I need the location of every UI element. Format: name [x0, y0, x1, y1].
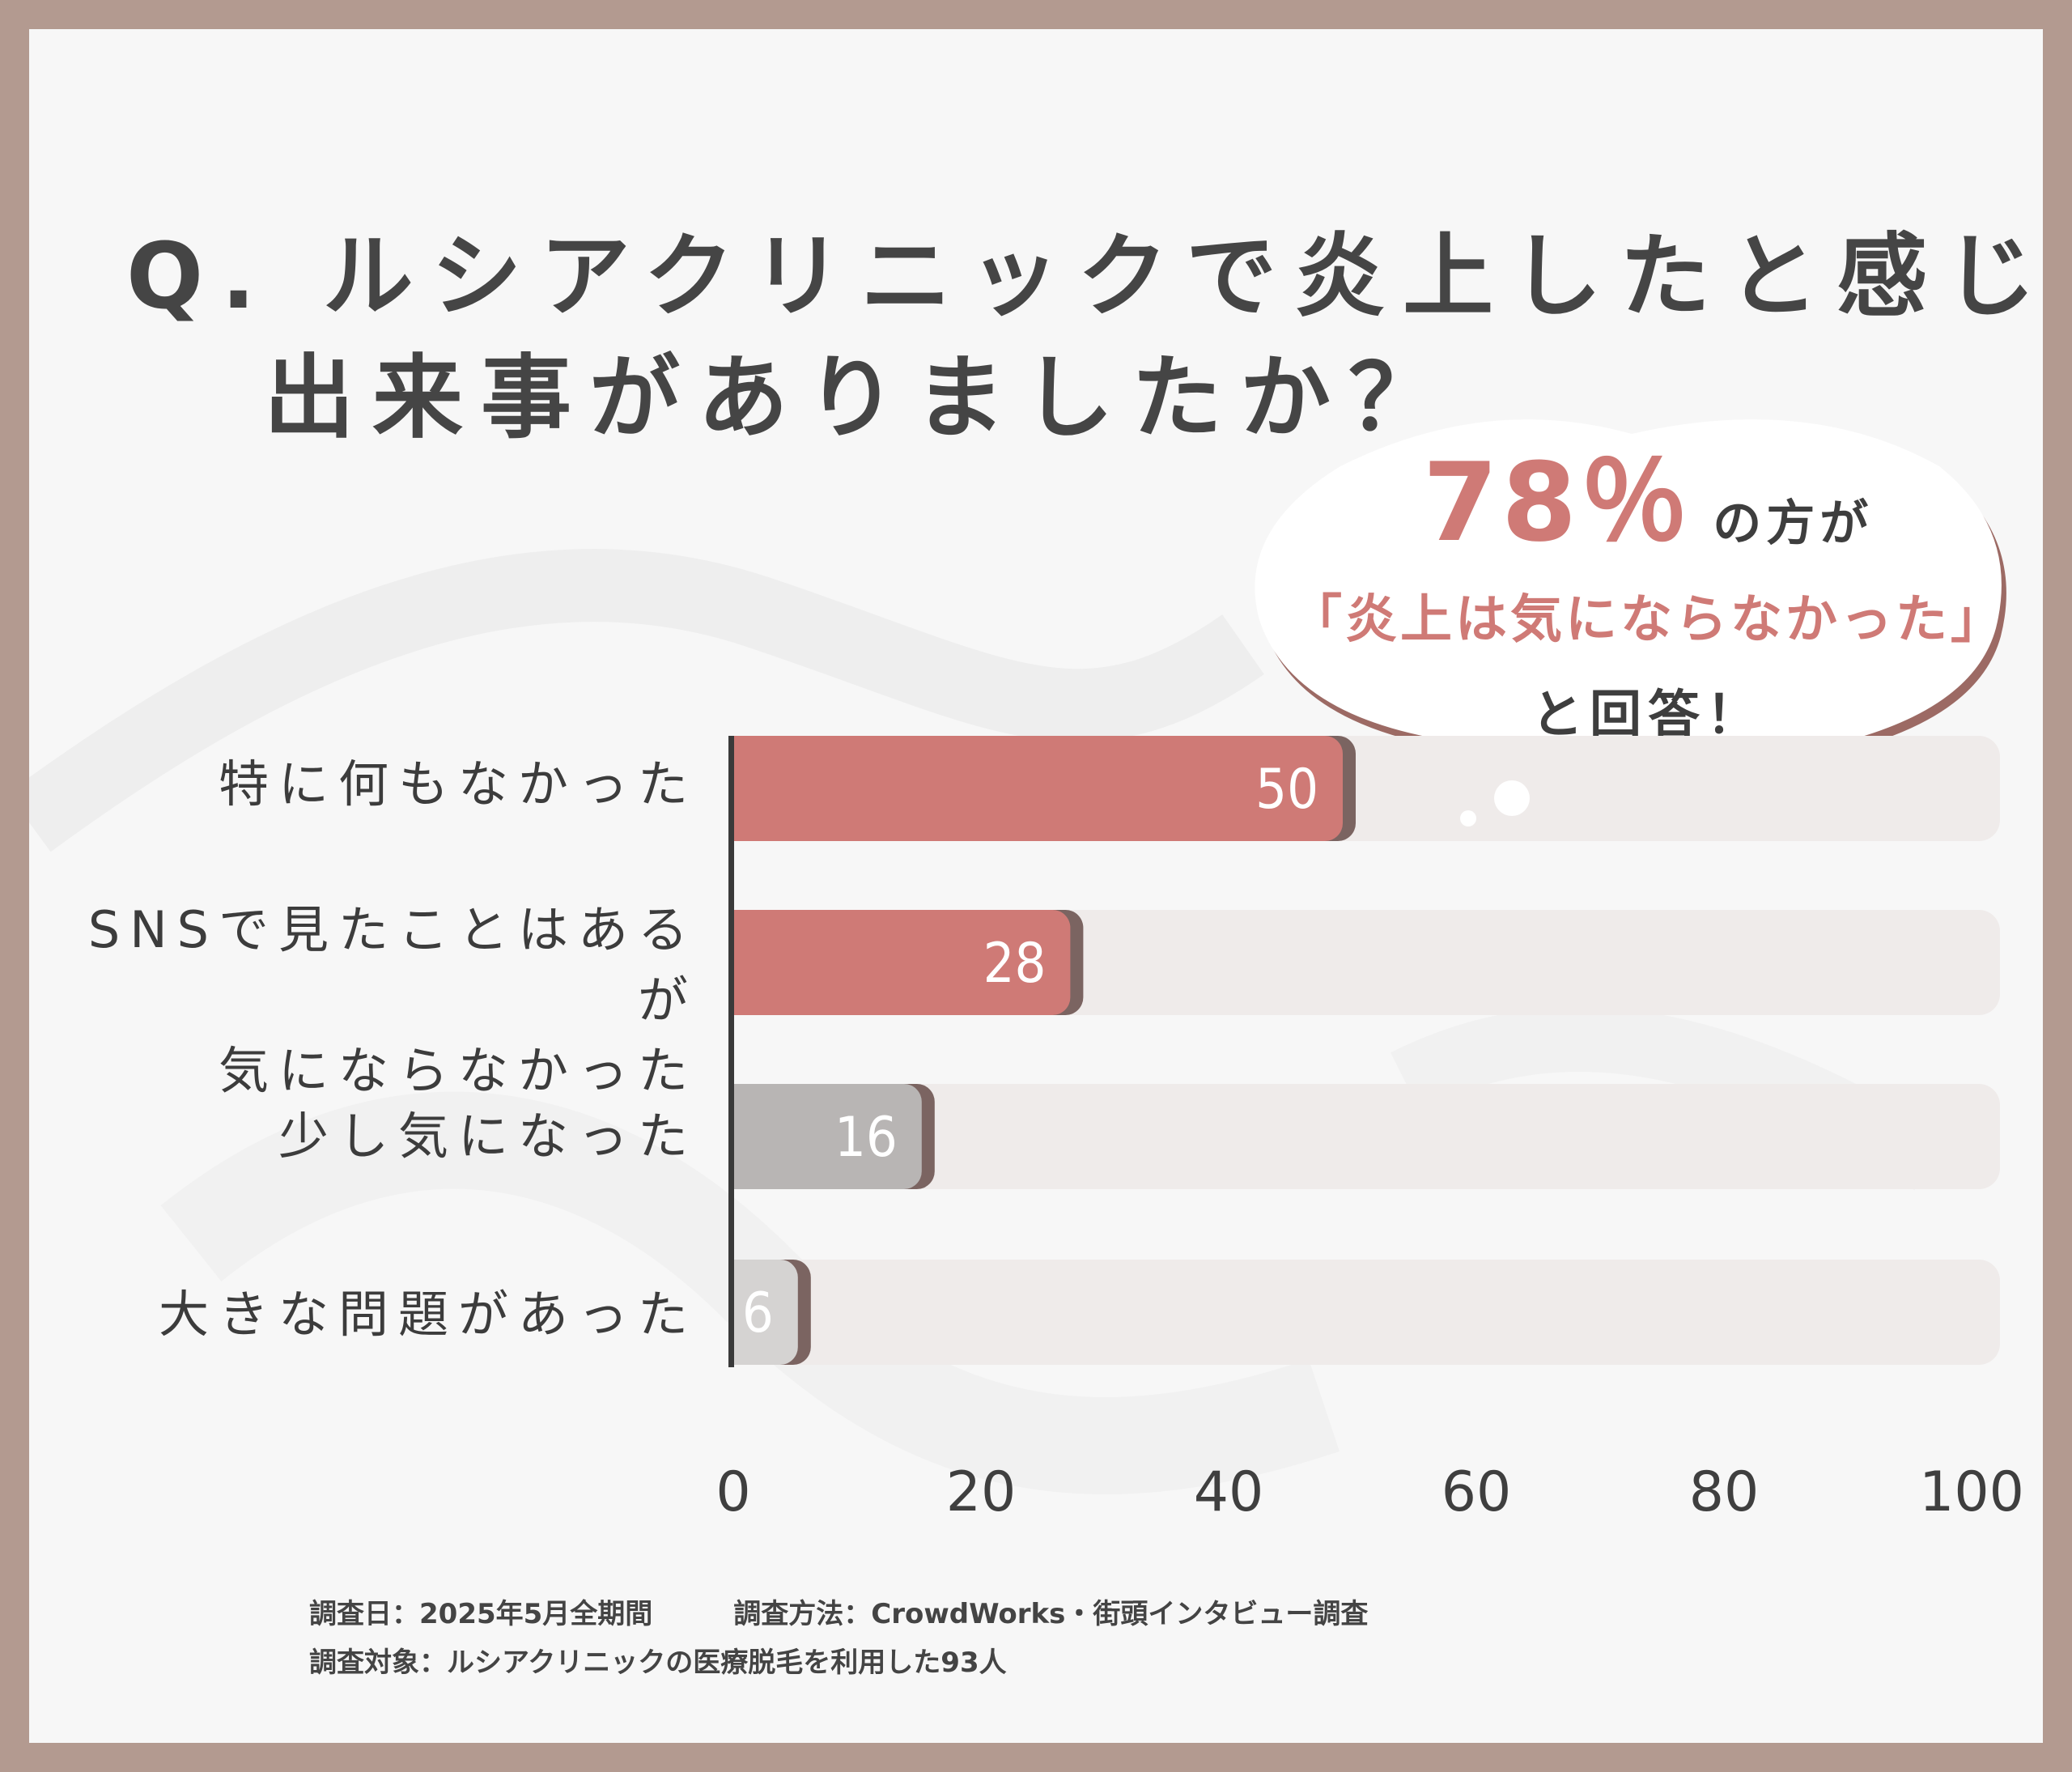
data-label-2: 28	[983, 932, 1047, 996]
bar-1	[733, 736, 1343, 841]
data-label-4: 6	[742, 1281, 774, 1345]
callout-quote: 「炎上は気にならなかった」	[1290, 590, 2006, 650]
chart-title-line-2: 出来事がありましたか？	[264, 346, 1457, 451]
bar-2	[733, 910, 1071, 1015]
infographic-card: Q. ルシアクリニックで炎上したと感じる 出来事がありましたか？ 78％ の方が…	[29, 29, 2043, 1743]
callout-percent: 78％	[1422, 440, 1692, 566]
callout-answer: と回答！	[1531, 686, 1764, 746]
survey-target: 調査対象：ルシアクリニックの医療脱毛を利用した93人	[309, 1647, 1007, 1679]
category-label-2: SNSで見たことはあるが 気にならなかった	[87, 900, 698, 1100]
speech-bubble	[1255, 419, 2006, 798]
x-tick-label-20: 20	[946, 1460, 1017, 1524]
bar-base-3	[733, 1084, 758, 1189]
x-tick-label-40: 40	[1194, 1460, 1264, 1524]
survey-info-line-1: 調査日：2025年5月全期間 調査方法：CrowdWorks・街頭インタビュー調査	[309, 1591, 1368, 1631]
bar-base-4	[733, 1260, 758, 1365]
bar-track-4	[733, 1260, 2000, 1365]
bar-base-1	[733, 736, 758, 841]
x-tick-label-60: 60	[1441, 1460, 1512, 1524]
bar-track-3	[733, 1084, 2000, 1189]
category-label-3: 少し気になった	[278, 1107, 698, 1166]
callout-after-percent: の方が	[1713, 495, 1874, 552]
bar-base-2	[733, 910, 758, 1015]
data-label-3: 16	[834, 1106, 898, 1170]
survey-method: 調査方法：CrowdWorks・街頭インタビュー調査	[733, 1598, 1369, 1630]
y-axis-line	[728, 736, 734, 1367]
x-tick-label-100: 100	[1919, 1460, 2024, 1524]
survey-date: 調査日：2025年5月全期間	[309, 1598, 653, 1630]
callout-text: 78％ の方が 「炎上は気にならなかった」 と回答！	[1267, 434, 2028, 748]
bubble-dot-small	[1460, 810, 1476, 827]
bubble-dot-large	[1494, 780, 1530, 816]
chart-title-line-1: Q. ルシアクリニックで炎上したと感じる	[126, 224, 2043, 329]
category-label-4: 大きな問題があった	[158, 1285, 698, 1344]
x-tick-label-80: 80	[1689, 1460, 1760, 1524]
category-label-1: 特に何もなかった	[218, 754, 698, 814]
bar-3	[733, 1084, 922, 1189]
x-tick-label-0: 0	[715, 1460, 750, 1524]
data-label-1: 50	[1255, 758, 1318, 822]
